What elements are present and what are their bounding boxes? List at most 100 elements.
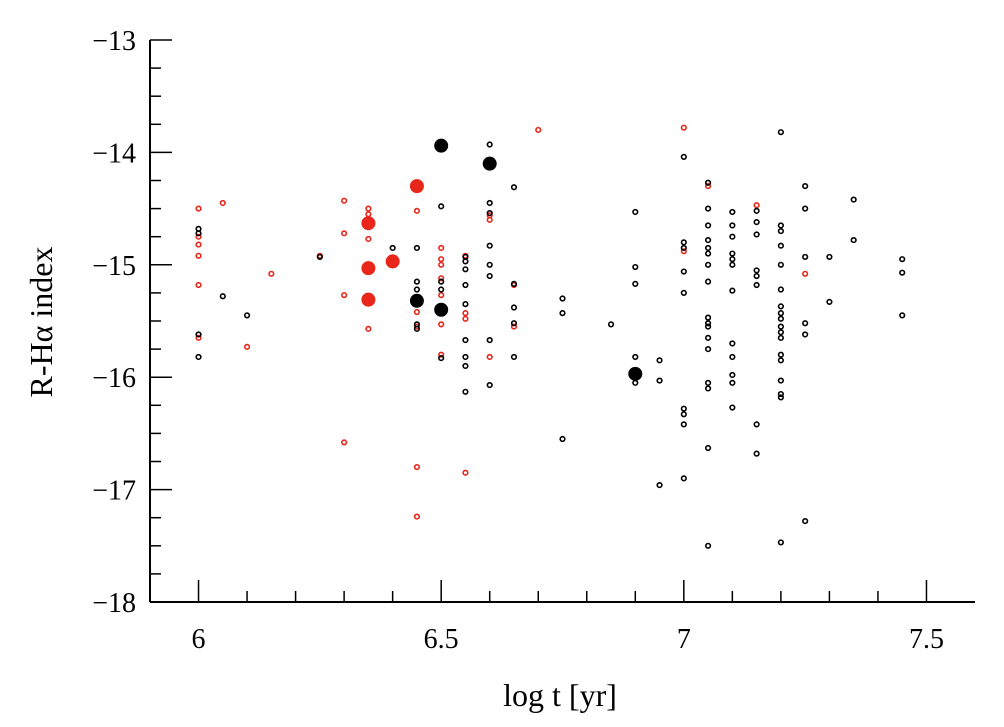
- data-point-large: [385, 254, 400, 269]
- data-point: [195, 252, 202, 259]
- y-tick-label: −13: [92, 26, 136, 57]
- data-point: [777, 394, 784, 401]
- data-point: [729, 256, 736, 263]
- axis-ticks: [150, 39, 928, 603]
- data-point: [632, 263, 639, 271]
- data-point: [729, 371, 736, 379]
- data-point: [729, 222, 736, 229]
- data-point: [777, 334, 784, 341]
- data-point: [486, 272, 493, 280]
- data-point-large: [409, 179, 424, 194]
- data-point: [802, 205, 809, 212]
- data-point: [632, 280, 639, 288]
- data-point: [729, 353, 736, 361]
- data-point: [680, 405, 687, 412]
- data-point: [680, 475, 687, 482]
- data-point: [729, 233, 736, 240]
- data-point: [438, 351, 445, 358]
- data-point: [802, 253, 809, 261]
- data-point: [341, 197, 348, 204]
- data-point: [486, 242, 493, 249]
- data-point: [704, 205, 712, 212]
- data-point: [899, 256, 906, 263]
- data-point: [656, 357, 663, 364]
- data-point: [462, 281, 469, 289]
- data-point: [826, 253, 833, 261]
- data-point-large: [361, 261, 376, 276]
- data-point: [802, 270, 809, 277]
- data-point: [704, 385, 712, 392]
- data-point: [462, 301, 469, 308]
- data-point: [413, 308, 421, 316]
- data-point: [195, 205, 202, 212]
- data-point: [680, 248, 687, 255]
- data-point: [438, 256, 445, 263]
- data-point: [777, 129, 784, 136]
- y-tick-label: −16: [92, 363, 136, 394]
- data-point: [462, 362, 469, 370]
- data-point-large: [434, 138, 449, 153]
- data-point: [413, 325, 421, 332]
- data-point: [510, 280, 518, 288]
- data-point: [729, 250, 736, 257]
- data-point: [462, 337, 469, 344]
- data-point: [243, 312, 251, 319]
- data-point: [535, 126, 542, 134]
- data-point: [753, 281, 760, 289]
- data-point: [777, 329, 784, 336]
- data-point: [753, 207, 760, 214]
- data-point: [195, 353, 202, 361]
- data-point: [438, 354, 445, 362]
- y-tick-label: −14: [92, 138, 136, 169]
- data-point: [365, 235, 372, 243]
- y-axis-label: R-Hα index: [23, 247, 59, 398]
- data-point: [438, 244, 445, 252]
- data-point: [195, 331, 202, 338]
- data-point: [802, 517, 809, 525]
- data-point: [510, 184, 518, 191]
- data-point: [559, 295, 566, 302]
- data-point: [486, 199, 493, 207]
- data-point-large: [628, 366, 643, 381]
- data-point: [462, 258, 469, 265]
- data-point: [777, 357, 784, 364]
- data-point: [195, 233, 202, 240]
- x-tick-label: 6.5: [424, 624, 459, 655]
- data-point: [729, 340, 736, 347]
- data-point: [219, 199, 226, 207]
- data-point: [656, 482, 663, 489]
- data-point: [559, 435, 566, 443]
- data-point: [341, 292, 348, 299]
- data-point: [826, 298, 833, 305]
- data-point: [341, 230, 348, 237]
- data-point: [777, 261, 784, 268]
- data-point: [486, 261, 493, 268]
- data-point-large: [409, 293, 424, 308]
- data-point: [704, 250, 712, 257]
- data-point: [704, 278, 712, 285]
- data-point: [777, 222, 784, 229]
- data-point: [438, 292, 445, 299]
- data-point: [777, 303, 784, 310]
- data-point: [365, 325, 372, 332]
- data-point: [268, 270, 275, 277]
- data-point: [753, 267, 760, 274]
- data-point: [777, 242, 784, 249]
- data-point: [413, 207, 421, 214]
- data-point: [704, 334, 712, 341]
- data-point: [704, 542, 712, 549]
- data-point: [753, 421, 760, 428]
- data-point: [486, 141, 493, 148]
- x-tick-label: 6: [192, 624, 206, 655]
- data-point: [607, 321, 615, 328]
- axes-frame: [149, 40, 975, 603]
- data-point: [413, 278, 421, 285]
- data-point: [729, 208, 736, 216]
- data-point: [777, 351, 784, 358]
- data-point: [510, 323, 518, 330]
- data-point: [510, 304, 518, 311]
- data-point: [753, 218, 760, 226]
- data-point: [486, 216, 493, 223]
- data-point: [704, 244, 712, 252]
